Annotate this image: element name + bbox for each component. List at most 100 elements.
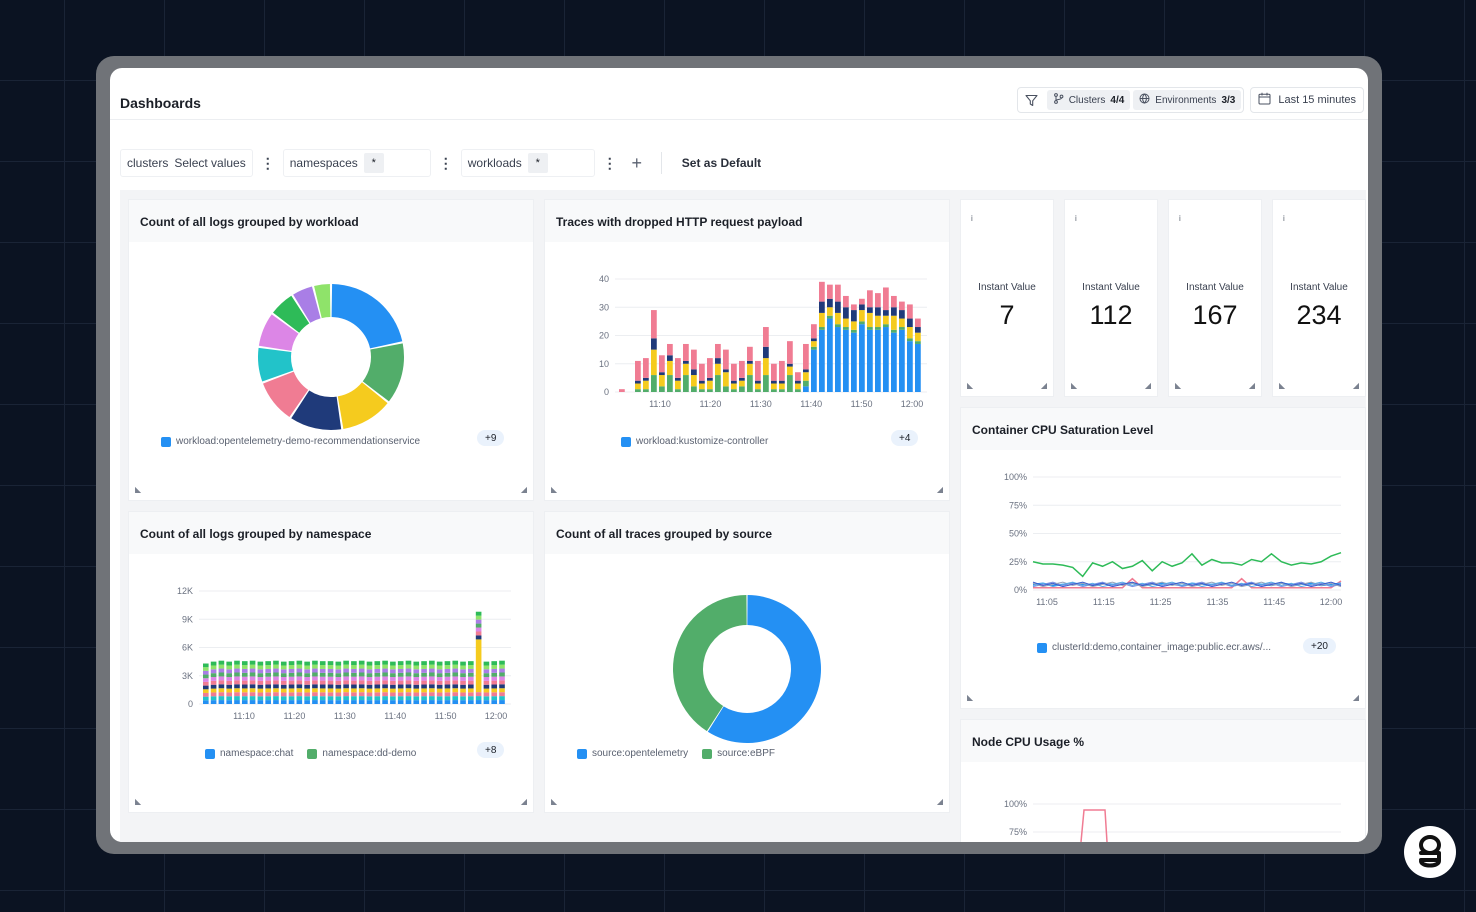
namespaces-filter[interactable]: namespaces * (282, 149, 431, 177)
namespaces-filter-menu-icon[interactable]: ⋮ (438, 154, 453, 171)
bar-segment[interactable] (343, 688, 349, 693)
bar-segment[interactable] (491, 665, 498, 669)
filter-icon[interactable] (1020, 90, 1044, 110)
bar-segment[interactable] (683, 375, 689, 392)
bar-segment[interactable] (803, 372, 809, 381)
bar-segment[interactable] (787, 341, 793, 364)
bar-segment[interactable] (779, 360, 785, 381)
bar-segment[interactable] (265, 680, 271, 685)
bar-segment[interactable] (288, 696, 295, 701)
bar-segment[interactable] (249, 680, 256, 685)
bar-segment[interactable] (819, 301, 825, 313)
bar-segment[interactable] (390, 700, 396, 704)
bar-segment[interactable] (635, 380, 641, 384)
bar-segment[interactable] (218, 660, 225, 665)
bar-segment[interactable] (304, 661, 310, 666)
bar-segment[interactable] (699, 363, 705, 381)
bar-segment[interactable] (234, 664, 240, 669)
bar-segment[interactable] (875, 315, 881, 328)
resize-handle-left-icon[interactable]: ◣ (551, 797, 558, 806)
environments-pill[interactable]: Environments 3/3 (1133, 90, 1242, 110)
bar-segment[interactable] (226, 692, 232, 697)
bar-segment[interactable] (795, 372, 801, 381)
bar-segment[interactable] (203, 674, 209, 679)
bar-segment[interactable] (491, 692, 498, 697)
bar-segment[interactable] (483, 700, 490, 704)
resize-handle-left-icon[interactable]: ◣ (967, 693, 974, 702)
bar-segment[interactable] (273, 676, 279, 681)
bar-segment[interactable] (421, 692, 427, 697)
bar-segment[interactable] (699, 389, 705, 392)
bar-segment[interactable] (907, 318, 913, 328)
bar-segment[interactable] (499, 668, 505, 673)
bar-segment[interactable] (241, 692, 248, 697)
bar-segment[interactable] (731, 363, 737, 381)
bar-segment[interactable] (273, 696, 279, 701)
bar-segment[interactable] (747, 346, 753, 361)
bar-segment[interactable] (335, 680, 342, 685)
bar-segment[interactable] (444, 661, 451, 666)
bar-segment[interactable] (343, 676, 349, 681)
bar-segment[interactable] (382, 660, 388, 665)
bar-segment[interactable] (265, 684, 271, 689)
bar-segment[interactable] (405, 660, 412, 665)
bar-segment[interactable] (397, 668, 404, 673)
bar-segment[interactable] (257, 688, 264, 693)
bar-segment[interactable] (273, 692, 279, 697)
bar-segment[interactable] (218, 692, 225, 697)
bar-segment[interactable] (468, 676, 474, 681)
bar-segment[interactable] (891, 315, 897, 330)
donut-slice[interactable] (331, 284, 403, 349)
bar-segment[interactable] (795, 389, 801, 392)
bar-segment[interactable] (327, 680, 334, 685)
bar-segment[interactable] (249, 700, 256, 704)
bar-segment[interactable] (390, 696, 396, 701)
bar-segment[interactable] (210, 692, 217, 697)
bar-segment[interactable] (444, 692, 451, 697)
bar-segment[interactable] (405, 664, 412, 669)
bar-segment[interactable] (444, 680, 451, 685)
bar-segment[interactable] (288, 676, 295, 681)
bar-segment[interactable] (875, 329, 881, 392)
bar-segment[interactable] (429, 672, 435, 677)
bar-segment[interactable] (739, 386, 745, 392)
bar-segment[interactable] (483, 669, 490, 674)
bar-segment[interactable] (827, 318, 833, 392)
bar-segment[interactable] (234, 684, 240, 689)
bar-segment[interactable] (475, 696, 482, 701)
bar-segment[interactable] (226, 673, 232, 678)
bar-segment[interactable] (915, 341, 921, 344)
bar-segment[interactable] (343, 684, 349, 689)
bar-segment[interactable] (444, 700, 451, 704)
bar-segment[interactable] (405, 696, 412, 701)
bar-segment[interactable] (241, 700, 248, 704)
bar-segment[interactable] (475, 700, 482, 704)
bar-segment[interactable] (312, 684, 318, 689)
add-filter-icon[interactable]: + (631, 152, 643, 173)
bar-segment[interactable] (358, 660, 365, 665)
bar-segment[interactable] (851, 304, 857, 311)
bar-segment[interactable] (343, 692, 349, 697)
bar-segment[interactable] (851, 321, 857, 330)
bar-segment[interactable] (210, 684, 217, 689)
bar-segment[interactable] (397, 696, 404, 701)
bar-segment[interactable] (280, 680, 287, 685)
bar-segment[interactable] (491, 676, 498, 681)
donut-slice[interactable] (273, 295, 310, 333)
bar-segment[interactable] (249, 696, 256, 701)
bar-segment[interactable] (405, 680, 412, 685)
bar-segment[interactable] (413, 680, 420, 685)
bar-segment[interactable] (436, 669, 443, 674)
bar-segment[interactable] (241, 696, 248, 701)
bar-segment[interactable] (335, 661, 342, 666)
bar-segment[interactable] (358, 668, 365, 673)
bar-segment[interactable] (280, 673, 287, 678)
bar-segment[interactable] (475, 631, 482, 636)
bar-segment[interactable] (763, 346, 769, 359)
bar-segment[interactable] (304, 696, 310, 701)
bar-segment[interactable] (421, 665, 427, 669)
bar-segment[interactable] (444, 684, 451, 689)
bar-segment[interactable] (397, 684, 404, 689)
bar-segment[interactable] (390, 669, 396, 674)
bar-segment[interactable] (397, 680, 404, 685)
